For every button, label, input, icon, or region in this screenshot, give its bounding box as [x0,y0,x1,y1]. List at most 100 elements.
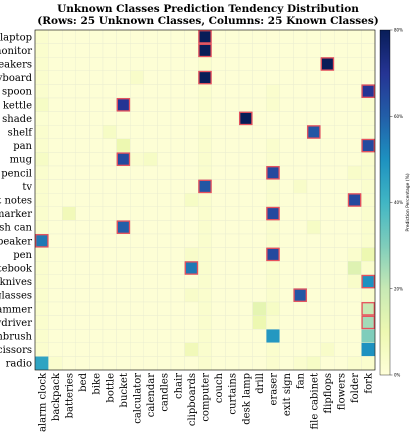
heatmap-cell [279,342,294,357]
highlight-box [361,138,375,153]
heatmap-cell [293,192,308,207]
column-label: flowers [337,373,348,410]
heatmap-cell [129,29,144,44]
heatmap-cell [361,179,376,194]
heatmap-cell [197,57,212,72]
highlight-box [347,193,362,207]
heatmap-cell [48,342,63,357]
heatmap-cell [89,356,104,371]
heatmap-cell [361,84,376,99]
heatmap-cell [102,29,117,44]
heatmap-cell [197,111,212,126]
heatmap-cell [225,179,240,194]
heatmap-cell [225,274,240,289]
heatmap-cell [34,356,49,371]
heatmap-cell [306,220,321,235]
heatmap-cell [361,342,376,357]
row-label: scissors [0,345,32,356]
heatmap-cell [184,274,199,289]
heatmap-cell [306,124,321,139]
heatmap-cell [211,70,226,85]
heatmap-cell [34,206,49,221]
heatmap-cell [279,70,294,85]
row-label: radio [6,359,32,370]
heatmap-cell [48,233,63,248]
column-label: file cabinet [309,373,320,430]
heatmap-cell [34,29,49,44]
heatmap-cell [238,57,253,72]
heatmap-cell [347,261,362,276]
heatmap-cell [347,97,362,112]
heatmap-cell [252,70,267,85]
heatmap-cell [34,152,49,167]
heatmap-cell [75,124,90,139]
heatmap-cell [129,274,144,289]
heatmap-cell [48,97,63,112]
heatmap-cell [48,206,63,221]
heatmap-cell [75,152,90,167]
heatmap-cell [170,70,185,85]
heatmap-cell [334,70,349,85]
heatmap-cell [197,274,212,289]
heatmap-cell [334,342,349,357]
heatmap-cell [170,179,185,194]
colorbar-label: Prediction Percentage (%) [405,173,411,232]
heatmap-cell [252,274,267,289]
heatmap-cell [48,220,63,235]
heatmap-cell [184,329,199,344]
heatmap-cell [34,57,49,72]
heatmap-cell [252,84,267,99]
heatmap-cell [361,97,376,112]
heatmap-cell [293,97,308,112]
heatmap-cell [334,111,349,126]
heatmap-cell [197,192,212,207]
heatmap-cell [238,152,253,167]
plot-frame [34,29,376,371]
heatmap-cell [157,342,172,357]
heatmap-cell [102,315,117,330]
heatmap-cell [157,192,172,207]
highlight-box [239,111,253,126]
heatmap-cell [157,111,172,126]
row-label: spoon [2,87,33,98]
heatmap-cell [279,356,294,371]
heatmap-cell [211,261,226,276]
heatmap-cell [293,138,308,153]
heatmap-cell [225,261,240,276]
heatmap-cell [361,274,376,289]
heatmap-cell [320,288,335,303]
heatmap-cell [361,43,376,58]
heatmap-cell [293,301,308,316]
highlight-box [307,125,321,139]
heatmap-cell [170,84,185,99]
row-label: trash can [0,223,33,234]
heatmap-cell [116,43,131,58]
heatmap-cell [320,70,335,85]
heatmap-cell [75,138,90,153]
heatmap-cell [334,206,349,221]
row-label: postit notes [0,196,32,207]
heatmap-cell [184,261,199,276]
heatmap-cell [347,329,362,344]
heatmap-cell [157,165,172,180]
heatmap-cell [238,342,253,357]
heatmap-cell [211,179,226,194]
heatmap-cell [361,124,376,139]
row-label: hammer [0,304,32,315]
heatmap-cell [184,206,199,221]
heatmap-cell [102,274,117,289]
heatmap-cell [306,43,321,58]
heatmap-cell [62,43,77,58]
heatmap-cell [34,192,49,207]
heatmap-cell [184,111,199,126]
heatmap-cell [62,138,77,153]
heatmap-cell [143,97,158,112]
heatmap-cell [129,43,144,58]
heatmap-cell [48,329,63,344]
row-label: pencil [1,168,32,179]
heatmap-cell [225,43,240,58]
heatmap-cell [306,342,321,357]
heatmap-cell [266,97,281,112]
heatmap-cell [102,179,117,194]
heatmap-cell [89,70,104,85]
